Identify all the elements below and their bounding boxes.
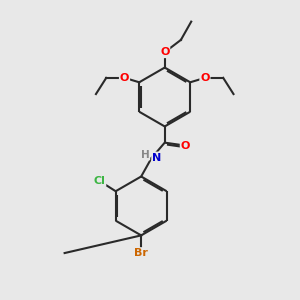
- Text: O: O: [181, 141, 190, 151]
- Text: Cl: Cl: [94, 176, 105, 186]
- Text: Br: Br: [134, 248, 148, 258]
- Text: H: H: [141, 150, 149, 160]
- Text: O: O: [200, 73, 210, 83]
- Text: N: N: [152, 152, 161, 163]
- Text: O: O: [160, 47, 169, 57]
- Text: O: O: [120, 73, 129, 83]
